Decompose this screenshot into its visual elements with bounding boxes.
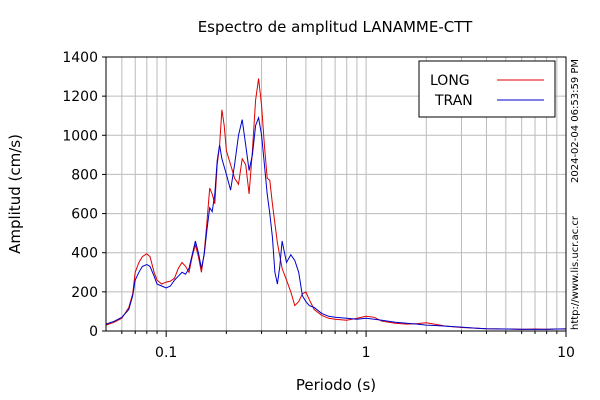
series-layer	[105, 78, 567, 330]
x-axis-label: Periodo (s)	[296, 376, 376, 394]
y-tick-label: 200	[71, 285, 98, 301]
chart-title: Espectro de amplitud LANAMME-CTT	[198, 18, 473, 36]
y-tick-label: 600	[71, 207, 98, 223]
y-axis-label: Amplitud (cm/s)	[6, 134, 24, 254]
series-line-tran	[105, 115, 566, 330]
y-tick-label: 0	[89, 324, 98, 340]
timestamp-label: 2024-02-04 06:53:59 PM	[570, 59, 581, 183]
x-tick-label: 0.1	[155, 345, 177, 361]
legend: LONG TRAN	[418, 60, 556, 118]
plot-frame	[105, 56, 567, 332]
y-tick-label: 1400	[62, 50, 98, 66]
y-tick-label: 400	[71, 246, 98, 262]
source-url-label: http://www.lis.ucr.ac.cr	[570, 215, 581, 330]
x-tick-label: 1	[362, 345, 371, 361]
y-tick-label: 1200	[62, 89, 98, 105]
y-tick-label: 1000	[62, 128, 98, 144]
y-tick-label: 800	[71, 167, 98, 183]
x-tick-label: 10	[557, 345, 575, 361]
legend-box	[418, 60, 556, 118]
axis-ticks: 0 200 400 600 800 1000 1200 1400 0.1 1 10	[62, 50, 575, 361]
legend-label-tran: TRAN	[434, 93, 473, 109]
legend-label-long: LONG	[430, 73, 470, 89]
